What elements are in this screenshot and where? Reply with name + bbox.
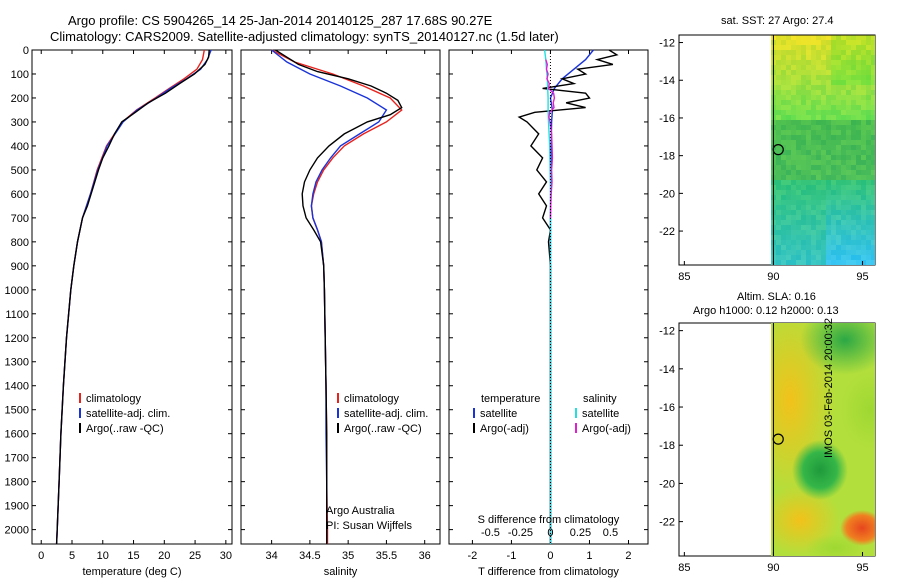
sla_map-ytick-label: -22 bbox=[659, 517, 675, 529]
salinity-xlabel: salinity bbox=[324, 566, 358, 578]
sst-map-title: sat. SST: 27 Argo: 27.4 bbox=[721, 15, 834, 27]
depth-tick-label: 600 bbox=[11, 189, 29, 201]
depth-tick-label: 2000 bbox=[5, 525, 29, 537]
legend-label: Argo(..raw -QC) bbox=[86, 423, 164, 435]
sla_map-xtick-label: 85 bbox=[678, 562, 690, 574]
depth-tick-label: 300 bbox=[11, 117, 29, 129]
depth-tick-label: 1500 bbox=[5, 405, 29, 417]
legend-label: Argo(-adj) bbox=[480, 423, 529, 435]
differences-series-line bbox=[543, 49, 552, 544]
sla-map-panel: 85 90 95 -12 -14 -16 -18 -20 -22 bbox=[659, 322, 876, 574]
sst-heatmap bbox=[771, 35, 875, 265]
salinity-series-line bbox=[275, 49, 403, 544]
legend-label: Argo(-adj) bbox=[582, 423, 631, 435]
salinity-panel: 34 34.5 35 35.5 36 salinity climatology satelli… bbox=[240, 49, 441, 578]
sla_map-ytick-label: -12 bbox=[659, 326, 675, 338]
argo-credit-line: PI: Susan Wijffels bbox=[326, 520, 412, 532]
salinity-xtick-label: 34 bbox=[265, 550, 277, 562]
temperature-xtick-label: 10 bbox=[97, 550, 109, 562]
temperature-xlabel: temperature (deg C) bbox=[82, 566, 181, 578]
sst_map-ytick-label: -14 bbox=[659, 75, 675, 87]
sst_map-ytick-label: -18 bbox=[659, 151, 675, 163]
salinity-xtick-label: 36 bbox=[419, 550, 431, 562]
sla-map-title: Altim. SLA: 0.16 bbox=[737, 291, 816, 303]
depth-tick-label: 1600 bbox=[5, 429, 29, 441]
sla_map-ytick-label: -16 bbox=[659, 402, 675, 414]
legend-label: climatology bbox=[86, 393, 142, 405]
differences-series-line bbox=[545, 59, 556, 218]
salinity-xtick-label: 34.5 bbox=[299, 550, 320, 562]
differences-xtick-label: -2 bbox=[468, 550, 478, 562]
argo-credit-line: Argo Australia bbox=[326, 505, 395, 517]
salinity-xtick-label: 35 bbox=[342, 550, 354, 562]
legend-label: Argo(..raw -QC) bbox=[344, 423, 422, 435]
imos-timestamp: IMOS 03-Feb-2014 20:00:32 bbox=[823, 317, 835, 458]
temperature-xtick-label: 20 bbox=[158, 550, 170, 562]
sla-heatmap bbox=[771, 323, 875, 556]
depth-tick-label: 800 bbox=[11, 237, 29, 249]
sst_map-ytick-label: -12 bbox=[659, 38, 675, 50]
differences-xtick-label: 2 bbox=[625, 550, 631, 562]
depth-tick-label: 400 bbox=[11, 141, 29, 153]
temperature-xtick-label: 0 bbox=[38, 550, 44, 562]
s-diff-tick-label: 0.25 bbox=[570, 527, 591, 539]
legend-salinity-heading: salinity bbox=[583, 393, 617, 405]
depth-tick-label: 200 bbox=[11, 93, 29, 105]
sst_map-xtick-label: 95 bbox=[856, 271, 868, 283]
s-diff-tick-label: 0.5 bbox=[603, 527, 618, 539]
sla_map-xtick-label: 90 bbox=[767, 562, 779, 574]
temperature-xtick-label: 15 bbox=[127, 550, 139, 562]
sla-map-subtitle: Argo h1000: 0.12 h2000: 0.13 bbox=[693, 305, 839, 317]
s-diff-tick-label: -0.25 bbox=[508, 527, 533, 539]
depth-tick-label: 0 bbox=[23, 45, 29, 57]
salinity-xtick-label: 35.5 bbox=[376, 550, 397, 562]
temperature-xtick-label: 5 bbox=[69, 550, 75, 562]
s-diff-tick-label: 0 bbox=[547, 527, 553, 539]
legend-temperature-heading: temperature bbox=[481, 393, 540, 405]
s-diff-tick-label: -0.5 bbox=[481, 527, 500, 539]
differences-xtick-label: -1 bbox=[507, 550, 517, 562]
sla_map-ytick-label: -14 bbox=[659, 364, 675, 376]
chart-title-line2: Climatology: CARS2009. Satellite-adjuste… bbox=[50, 29, 559, 44]
legend-label: satellite-adj. clim. bbox=[86, 408, 170, 420]
differences-xtick-label: 0 bbox=[547, 550, 553, 562]
sla_map-ytick-label: -18 bbox=[659, 440, 675, 452]
depth-tick-label: 1900 bbox=[5, 501, 29, 513]
legend-label: satellite bbox=[582, 408, 619, 420]
difference-panel: -2 -1 0 1 2 T difference from climatology -0.5… bbox=[448, 49, 649, 578]
sst_map-xtick-label: 85 bbox=[678, 271, 690, 283]
chart-title-line1: Argo profile: CS 5904265_14 25-Jan-2014 … bbox=[68, 13, 493, 28]
depth-tick-label: 900 bbox=[11, 261, 29, 273]
depth-tick-label: 1300 bbox=[5, 357, 29, 369]
sst-map-panel: 85 90 95 -12 -14 -16 -18 -20 -22 bbox=[659, 34, 876, 283]
depth-tick-label: 700 bbox=[11, 213, 29, 225]
legend-label: climatology bbox=[344, 393, 400, 405]
depth-tick-label: 1100 bbox=[5, 309, 29, 321]
salinity-frame bbox=[240, 49, 441, 545]
depth-tick-label: 500 bbox=[11, 165, 29, 177]
depth-tick-label: 1200 bbox=[5, 333, 29, 345]
temperature-xtick-label: 25 bbox=[189, 550, 201, 562]
depth-tick-label: 100 bbox=[11, 69, 29, 81]
sst_map-ytick-label: -20 bbox=[659, 188, 675, 200]
sst_map-ytick-label: -16 bbox=[659, 113, 675, 125]
temperature-series-line bbox=[55, 49, 210, 545]
temperature-frame bbox=[31, 49, 233, 545]
differences-xtick-label: 1 bbox=[586, 550, 592, 562]
legend-label: satellite bbox=[480, 408, 517, 420]
sla_map-ytick-label: -20 bbox=[659, 478, 675, 490]
legend-label: satellite-adj. clim. bbox=[344, 408, 428, 420]
s-diff-xlabel: S difference from climatology bbox=[478, 514, 620, 526]
sst_map-xtick-label: 90 bbox=[767, 271, 779, 283]
depth-tick-label: 1000 bbox=[5, 285, 29, 297]
temperature-panel: 0 5 10 15 20 25 30 temperature (deg C) 0 100 200 30… bbox=[5, 45, 233, 578]
sla_map-xtick-label: 95 bbox=[856, 562, 868, 574]
differences-xlabel: T difference from climatology bbox=[478, 566, 619, 578]
depth-tick-label: 1400 bbox=[5, 381, 29, 393]
depth-tick-label: 1800 bbox=[5, 477, 29, 489]
temperature-xtick-label: 30 bbox=[220, 550, 232, 562]
sst_map-ytick-label: -22 bbox=[659, 226, 675, 238]
depth-tick-label: 1700 bbox=[5, 453, 29, 465]
